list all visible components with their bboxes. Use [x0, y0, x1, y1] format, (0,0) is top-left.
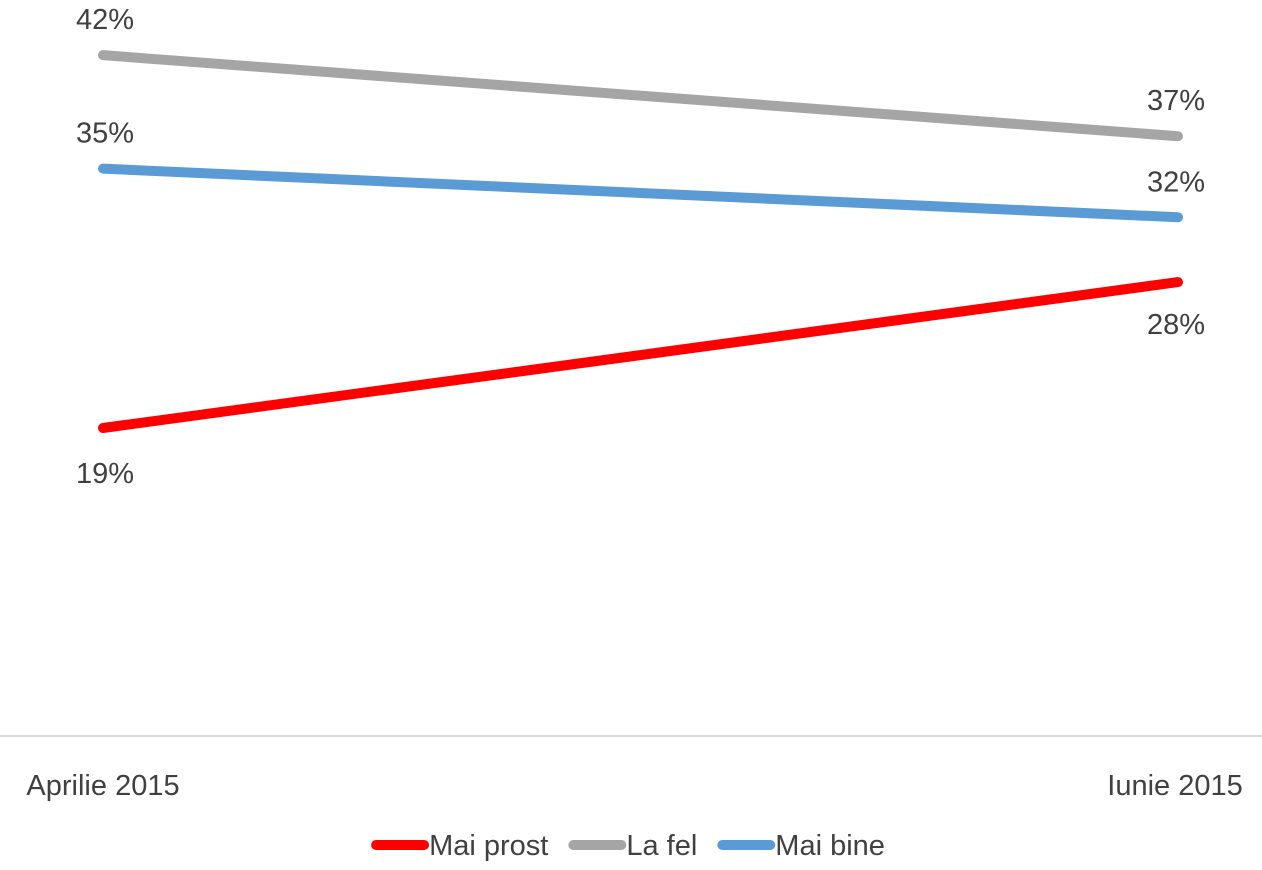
x-tick-label: Aprilie 2015: [26, 770, 179, 802]
data-label: 35%: [76, 118, 134, 150]
data-label: 42%: [76, 4, 134, 36]
data-label-layer: 19% 28% 42% 37% 35% 32%: [76, 4, 1205, 490]
x-tick-label: Iunie 2015: [1107, 770, 1242, 802]
legend-label: Mai prost: [429, 830, 548, 862]
legend-label: Mai bine: [775, 830, 885, 862]
data-label: 32%: [1147, 166, 1205, 198]
series-line-la-fel: [98, 50, 1183, 142]
data-label: 37%: [1147, 85, 1205, 117]
series-line-mai-prost: [98, 277, 1183, 433]
data-label: 28%: [1147, 309, 1205, 341]
data-label: 19%: [76, 458, 134, 490]
series-line-mai-bine: [98, 163, 1183, 223]
legend-label: La fel: [626, 830, 697, 862]
series-layer: [98, 50, 1183, 433]
legend: Mai prost La fel Mai bine: [371, 830, 885, 862]
axis-layer: Aprilie 2015 Iunie 2015: [0, 735, 1262, 802]
